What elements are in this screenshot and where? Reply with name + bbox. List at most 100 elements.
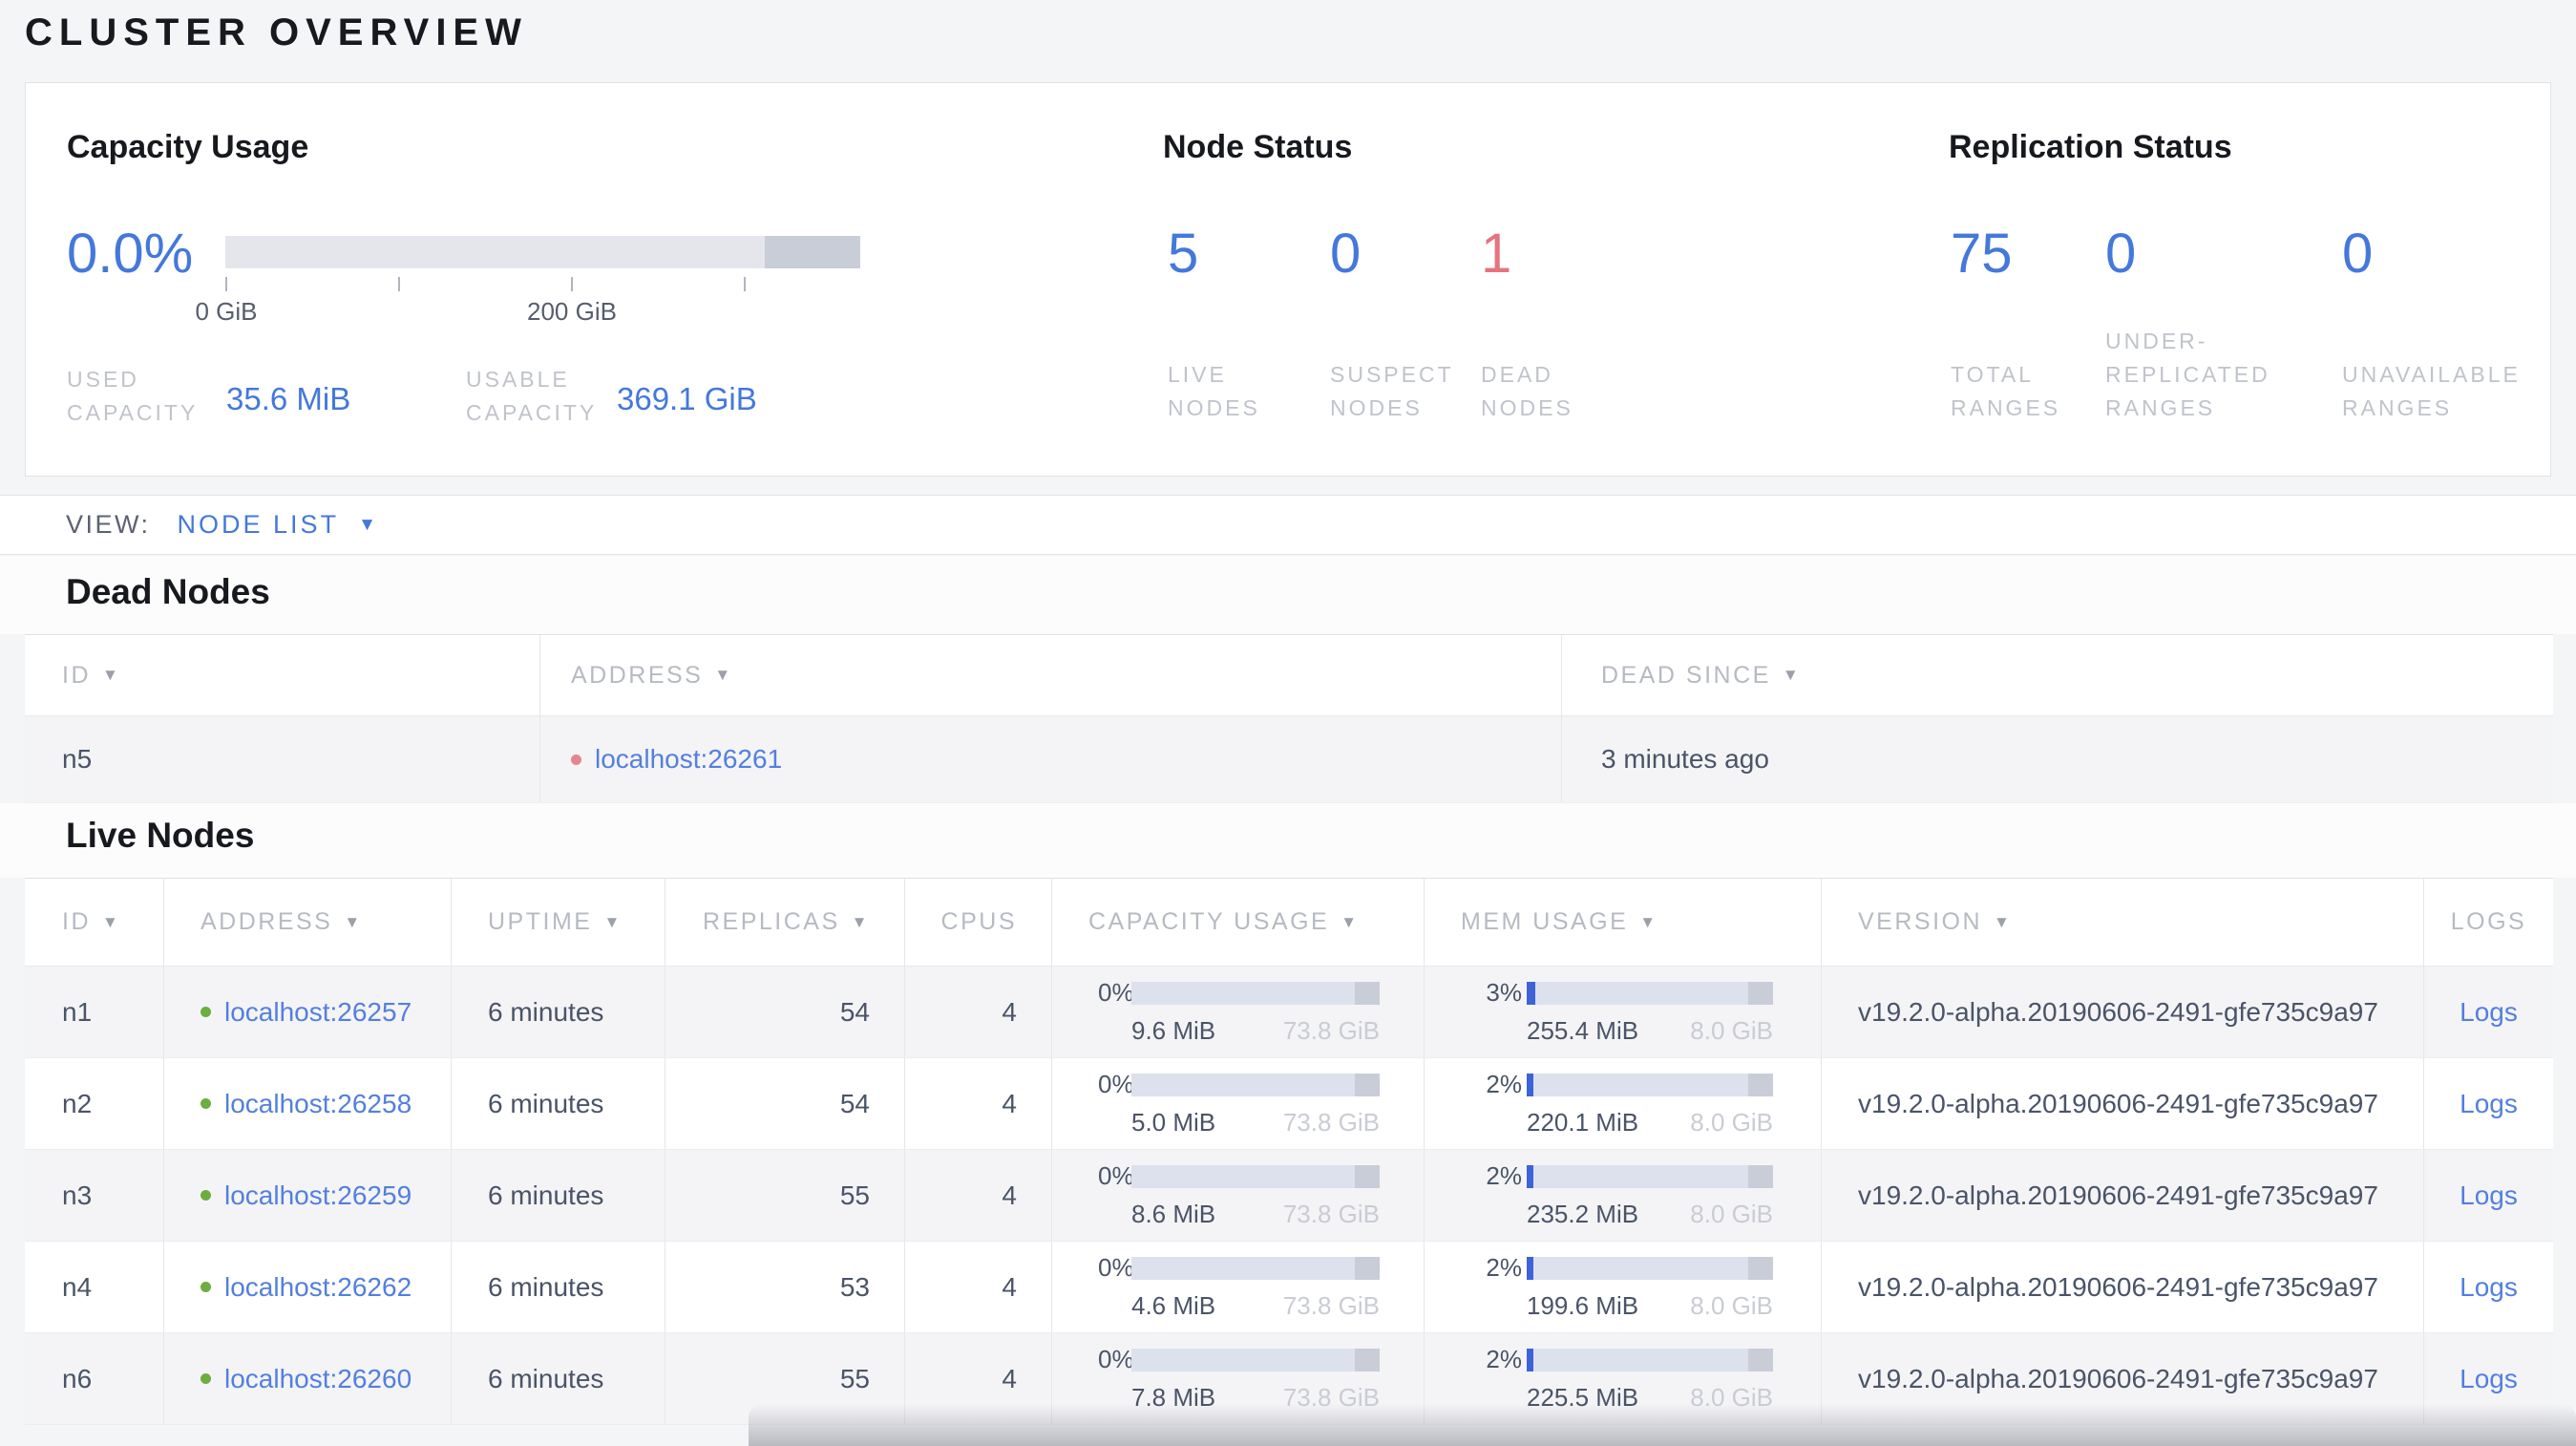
usable-capacity-label: USABLE CAPACITY bbox=[466, 367, 598, 425]
node-cpus: 4 bbox=[905, 1333, 1052, 1424]
node-address-link[interactable]: localhost:26258 bbox=[224, 1088, 412, 1118]
capacity-usage-cell: 0% 8.6 MiB 73.8 GiB bbox=[1052, 1150, 1425, 1241]
usage-total-value: 8.0 GiB bbox=[1690, 1200, 1773, 1228]
column-header-label: REPLICAS bbox=[703, 908, 840, 935]
logs-link[interactable]: Logs bbox=[2460, 1180, 2518, 1210]
usage-bar-line: 0% bbox=[1098, 1070, 1380, 1099]
node-list-dropdown[interactable]: NODE LIST ▼ bbox=[178, 510, 376, 540]
capacity-bar-marker bbox=[765, 236, 860, 268]
usage-percent: 2% bbox=[1486, 1161, 1522, 1190]
column-header-label: CAPACITY USAGE bbox=[1088, 908, 1330, 935]
suspect-nodes-label: SUSPECT NODES bbox=[1330, 362, 1454, 420]
axis-tick bbox=[744, 277, 746, 291]
dead-column-header-address[interactable]: ADDRESS ▼ bbox=[540, 635, 1562, 715]
node-id-text: n1 bbox=[62, 996, 93, 1027]
usage-total-value: 8.0 GiB bbox=[1690, 1108, 1773, 1137]
usage-used-value: 199.6 MiB bbox=[1527, 1291, 1639, 1320]
node-address-cell: localhost:26257 bbox=[164, 967, 452, 1057]
axis-tick-label: 0 GiB bbox=[195, 297, 258, 326]
logs-link[interactable]: Logs bbox=[2460, 1271, 2518, 1302]
node-live-status-icon bbox=[201, 1098, 211, 1109]
logs-link[interactable]: Logs bbox=[2460, 1363, 2518, 1393]
node-cpus-text: 4 bbox=[1002, 1088, 1017, 1118]
live-column-header-uptime[interactable]: UPTIME ▼ bbox=[452, 879, 665, 966]
usage-bar-track bbox=[1131, 1348, 1380, 1372]
sort-desc-icon: ▼ bbox=[1341, 912, 1360, 931]
live-column-header-address[interactable]: ADDRESS ▼ bbox=[164, 879, 452, 966]
node-id: n3 bbox=[25, 1150, 164, 1241]
used-capacity-value: 35.6 MiB bbox=[226, 381, 351, 416]
live-node-row: n4 localhost:26262 6 minutes 53 4 0% 4.6 MiB 73… bbox=[25, 1242, 2553, 1333]
logs-link[interactable]: Logs bbox=[2460, 996, 2518, 1027]
live-nodes-heading: Live Nodes bbox=[66, 816, 255, 855]
live-column-header-id[interactable]: ID ▼ bbox=[25, 879, 164, 966]
node-address-cell: localhost:26258 bbox=[164, 1058, 452, 1149]
usage-percent: 0% bbox=[1098, 1070, 1134, 1098]
under-replicated-ranges-label: UNDER- REPLICATED RANGES bbox=[2105, 329, 2270, 420]
node-address-link[interactable]: localhost:26257 bbox=[224, 996, 412, 1027]
live-column-header-version[interactable]: VERSION ▼ bbox=[1822, 879, 2424, 966]
node-id: n2 bbox=[25, 1058, 164, 1149]
node-uptime: 6 minutes bbox=[452, 1058, 665, 1149]
usage-bar-track bbox=[1131, 1256, 1380, 1280]
node-id: n4 bbox=[25, 1242, 164, 1332]
usage-bar-track bbox=[1527, 1256, 1773, 1280]
live-column-header-mem-usage[interactable]: MEM USAGE ▼ bbox=[1425, 879, 1822, 966]
mem-usage-cell: 2% 220.1 MiB 8.0 GiB bbox=[1425, 1058, 1822, 1149]
node-replicas: 53 bbox=[665, 1242, 905, 1332]
axis-tick bbox=[398, 277, 400, 291]
dead-nodes-table: ID ▼ ADDRESS ▼ DEAD SINCE ▼ n5 localhost:26261 3… bbox=[25, 634, 2553, 803]
node-cpus: 4 bbox=[905, 1150, 1052, 1241]
dead-column-header-id[interactable]: ID ▼ bbox=[25, 635, 540, 715]
node-address-link[interactable]: localhost:26260 bbox=[224, 1363, 412, 1393]
node-version-text: v19.2.0-alpha.20190606-2491-gfe735c9a97 bbox=[1858, 996, 2378, 1027]
node-uptime-text: 6 minutes bbox=[488, 1271, 604, 1302]
column-header-label: ADDRESS bbox=[571, 661, 704, 689]
usage-values-line: 4.6 MiB 73.8 GiB bbox=[1131, 1291, 1380, 1321]
node-id-text: n2 bbox=[62, 1088, 93, 1118]
node-address-link[interactable]: localhost:26262 bbox=[224, 1271, 412, 1302]
sort-desc-icon: ▼ bbox=[102, 666, 121, 684]
usage-bar-line: 0% bbox=[1098, 1345, 1380, 1374]
live-node-row: n6 localhost:26260 6 minutes 55 4 0% 7.8 MiB 73… bbox=[25, 1333, 2553, 1425]
usage-bar-marker bbox=[1355, 1256, 1380, 1280]
column-header-label: DEAD SINCE bbox=[1601, 661, 1771, 689]
usage-bar-fill bbox=[1527, 981, 1535, 1005]
logs-link[interactable]: Logs bbox=[2460, 1088, 2518, 1118]
node-version: v19.2.0-alpha.20190606-2491-gfe735c9a97 bbox=[1822, 1150, 2424, 1241]
dead-node-row: n5 localhost:26261 3 minutes ago bbox=[25, 716, 2553, 803]
node-id: n5 bbox=[25, 716, 540, 802]
capacity-usage-cell: 0% 9.6 MiB 73.8 GiB bbox=[1052, 967, 1425, 1057]
dead-nodes-heading: Dead Nodes bbox=[66, 572, 270, 611]
live-node-row: n2 localhost:26258 6 minutes 54 4 0% 5.0 MiB 73… bbox=[25, 1058, 2553, 1150]
node-cpus: 4 bbox=[905, 1242, 1052, 1332]
usage-bar-marker bbox=[1355, 1073, 1380, 1096]
node-live-status-icon bbox=[201, 1007, 211, 1017]
node-replicas: 54 bbox=[665, 1058, 905, 1149]
node-id: n1 bbox=[25, 967, 164, 1057]
usage-total-value: 73.8 GiB bbox=[1282, 1108, 1380, 1137]
live-column-header-replicas[interactable]: REPLICAS ▼ bbox=[665, 879, 905, 966]
node-uptime-text: 6 minutes bbox=[488, 996, 604, 1027]
capacity-usage-bar: 0 GiB 200 GiB bbox=[195, 236, 860, 331]
dead-column-header-dead-since[interactable]: DEAD SINCE ▼ bbox=[1562, 635, 2553, 715]
node-address-link[interactable]: localhost:26259 bbox=[224, 1180, 412, 1210]
usage-bar-track bbox=[1131, 1073, 1380, 1096]
column-header-label: UPTIME bbox=[488, 908, 593, 935]
live-column-header-capacity-usage[interactable]: CAPACITY USAGE ▼ bbox=[1052, 879, 1425, 966]
usage-bar-marker bbox=[1748, 1073, 1773, 1096]
usage-bar-fill bbox=[1527, 1164, 1533, 1188]
node-id-text: n5 bbox=[62, 744, 93, 774]
usable-capacity-value: 369.1 GiB bbox=[617, 381, 757, 416]
mem-usage-cell: 2% 225.5 MiB 8.0 GiB bbox=[1425, 1333, 1822, 1424]
logs-cell: Logs bbox=[2424, 1242, 2553, 1332]
sort-desc-icon: ▼ bbox=[1782, 666, 1802, 684]
live-node-row: n3 localhost:26259 6 minutes 55 4 0% 8.6 MiB 73… bbox=[25, 1150, 2553, 1242]
unavailable-ranges-count: 0 bbox=[2342, 223, 2374, 285]
usage-used-value: 225.5 MiB bbox=[1527, 1383, 1639, 1412]
usage-percent: 2% bbox=[1486, 1345, 1522, 1373]
node-address-link[interactable]: localhost:26261 bbox=[595, 744, 783, 774]
usage-values-line: 8.6 MiB 73.8 GiB bbox=[1131, 1200, 1380, 1229]
node-replicas-text: 54 bbox=[839, 1088, 870, 1118]
usage-total-value: 73.8 GiB bbox=[1282, 1383, 1380, 1412]
